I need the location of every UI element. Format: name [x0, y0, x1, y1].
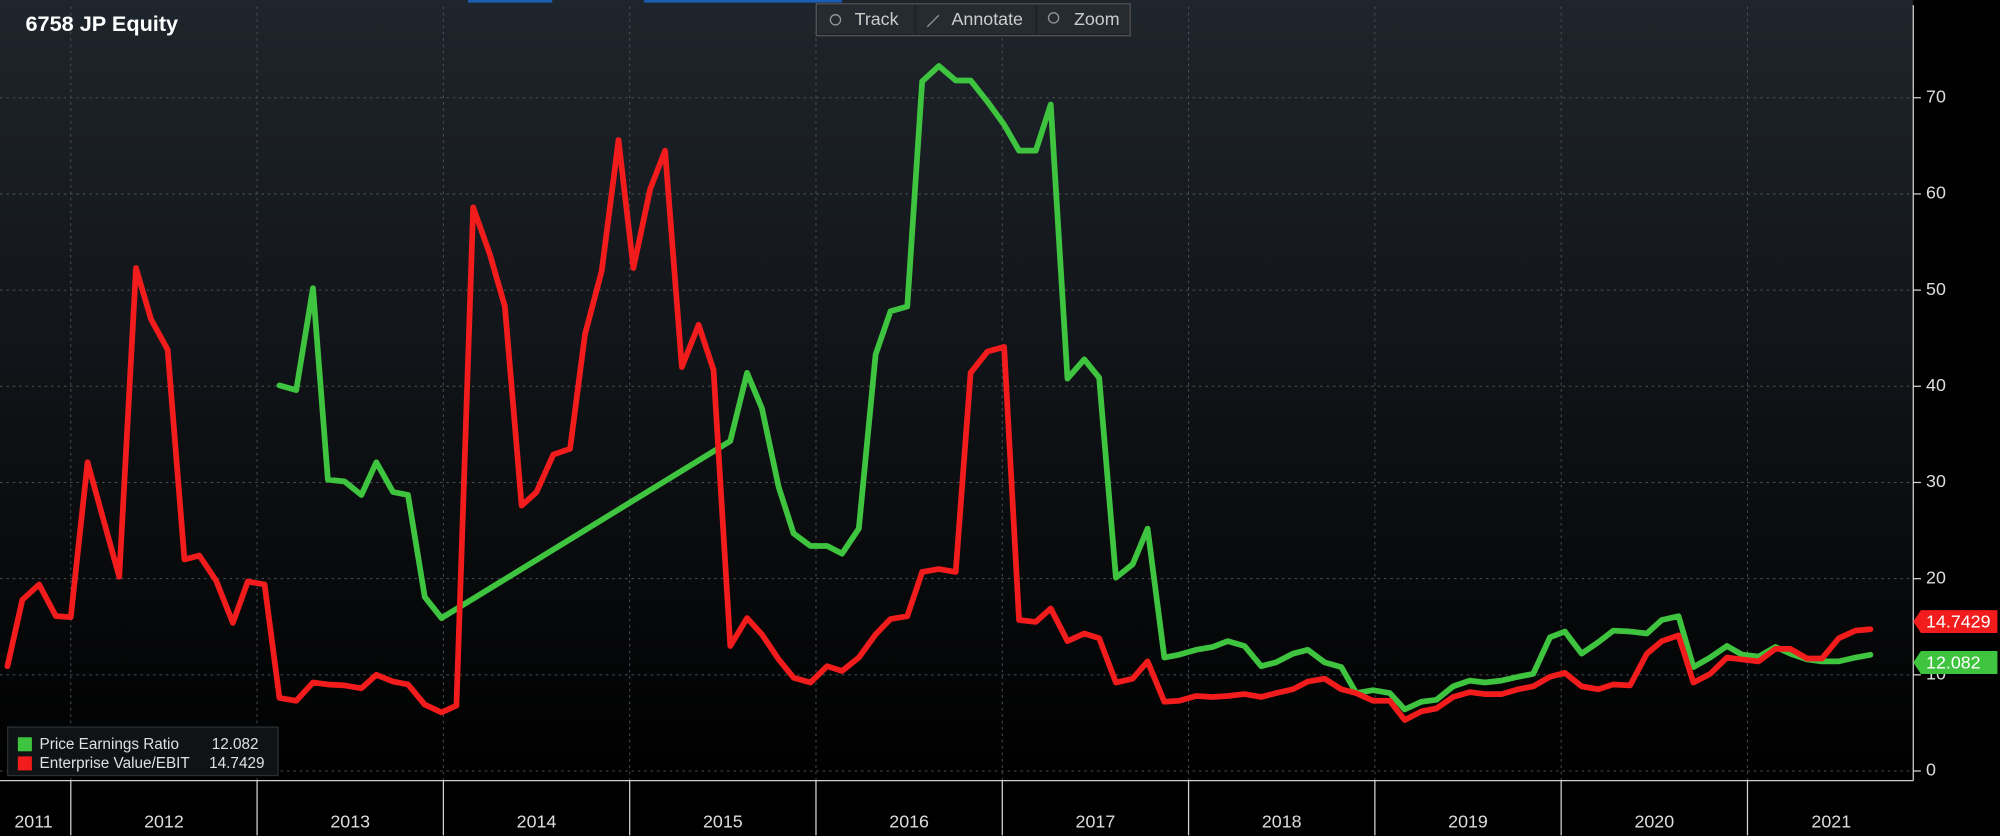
y-tick-label: 50 — [1926, 279, 1946, 299]
x-tick-label: 2021 — [1811, 811, 1851, 831]
value-tag-label: 12.082 — [1926, 652, 1981, 672]
x-tick-label: 2019 — [1448, 811, 1488, 831]
legend-swatch — [17, 756, 32, 771]
y-tick-label: 70 — [1926, 86, 1946, 106]
x-tick-label: 2011 — [14, 811, 52, 831]
legend-value: 12.082 — [212, 736, 259, 753]
x-tick-label: 2015 — [703, 811, 743, 831]
value-tag-label: 14.7429 — [1926, 612, 1991, 632]
y-tick-label: 40 — [1926, 375, 1946, 395]
zoom-icon — [1047, 12, 1060, 24]
y-tick-label: 0 — [1926, 760, 1936, 780]
x-tick-label: 2013 — [330, 811, 370, 831]
legend-value: 14.7429 — [209, 755, 264, 772]
legend-label: Price Earnings Ratio — [40, 736, 179, 753]
last-value-tags: 12.082 14.7429 — [1913, 610, 1998, 674]
button-background[interactable] — [915, 5, 1036, 35]
button-label[interactable]: Annotate — [952, 9, 1024, 29]
series-line — [4, 137, 1874, 723]
button-background[interactable] — [1036, 5, 1129, 35]
tab-indicator — [644, 0, 842, 3]
y-tick-label: 60 — [1926, 183, 1946, 203]
x-tick-label: 2017 — [1076, 811, 1116, 831]
y-tick-label: 30 — [1926, 471, 1946, 491]
track-icon — [829, 14, 842, 26]
x-tick-label: 2016 — [889, 811, 929, 831]
x-tick-label: 2018 — [1262, 811, 1302, 831]
grid — [0, 6, 1914, 781]
chart-title: 6758 JP Equity — [26, 11, 179, 36]
button-label[interactable]: Zoom — [1074, 9, 1120, 29]
annotate-button[interactable]: Annotate — [915, 5, 1036, 35]
axis-background — [0, 780, 1914, 836]
annotate-icon — [926, 14, 940, 28]
legend: Price Earnings Ratio 12.082 Enterprise Val… — [7, 726, 279, 777]
y-tick-label: 20 — [1926, 567, 1946, 587]
x-tick-label: 2020 — [1634, 811, 1674, 831]
zoom-button[interactable]: Zoom — [1036, 5, 1129, 35]
series-line — [276, 63, 1874, 713]
x-tick-label: 2012 — [144, 811, 184, 831]
tab-indicator — [468, 0, 553, 3]
toolbar: Track Annotate Zoom — [815, 3, 1131, 37]
button-background[interactable] — [817, 5, 915, 35]
legend-frame — [7, 726, 279, 777]
button-label[interactable]: Track — [855, 9, 899, 29]
plot-lines — [4, 63, 1874, 723]
x-tick-label: 2014 — [517, 811, 557, 831]
axis-background — [1913, 0, 2000, 836]
track-button[interactable]: Track — [817, 5, 915, 35]
legend-label: Enterprise Value/EBIT — [40, 755, 190, 772]
value-tag — [1913, 650, 1998, 674]
legend-swatch — [17, 737, 32, 752]
value-tag — [1913, 610, 1998, 634]
